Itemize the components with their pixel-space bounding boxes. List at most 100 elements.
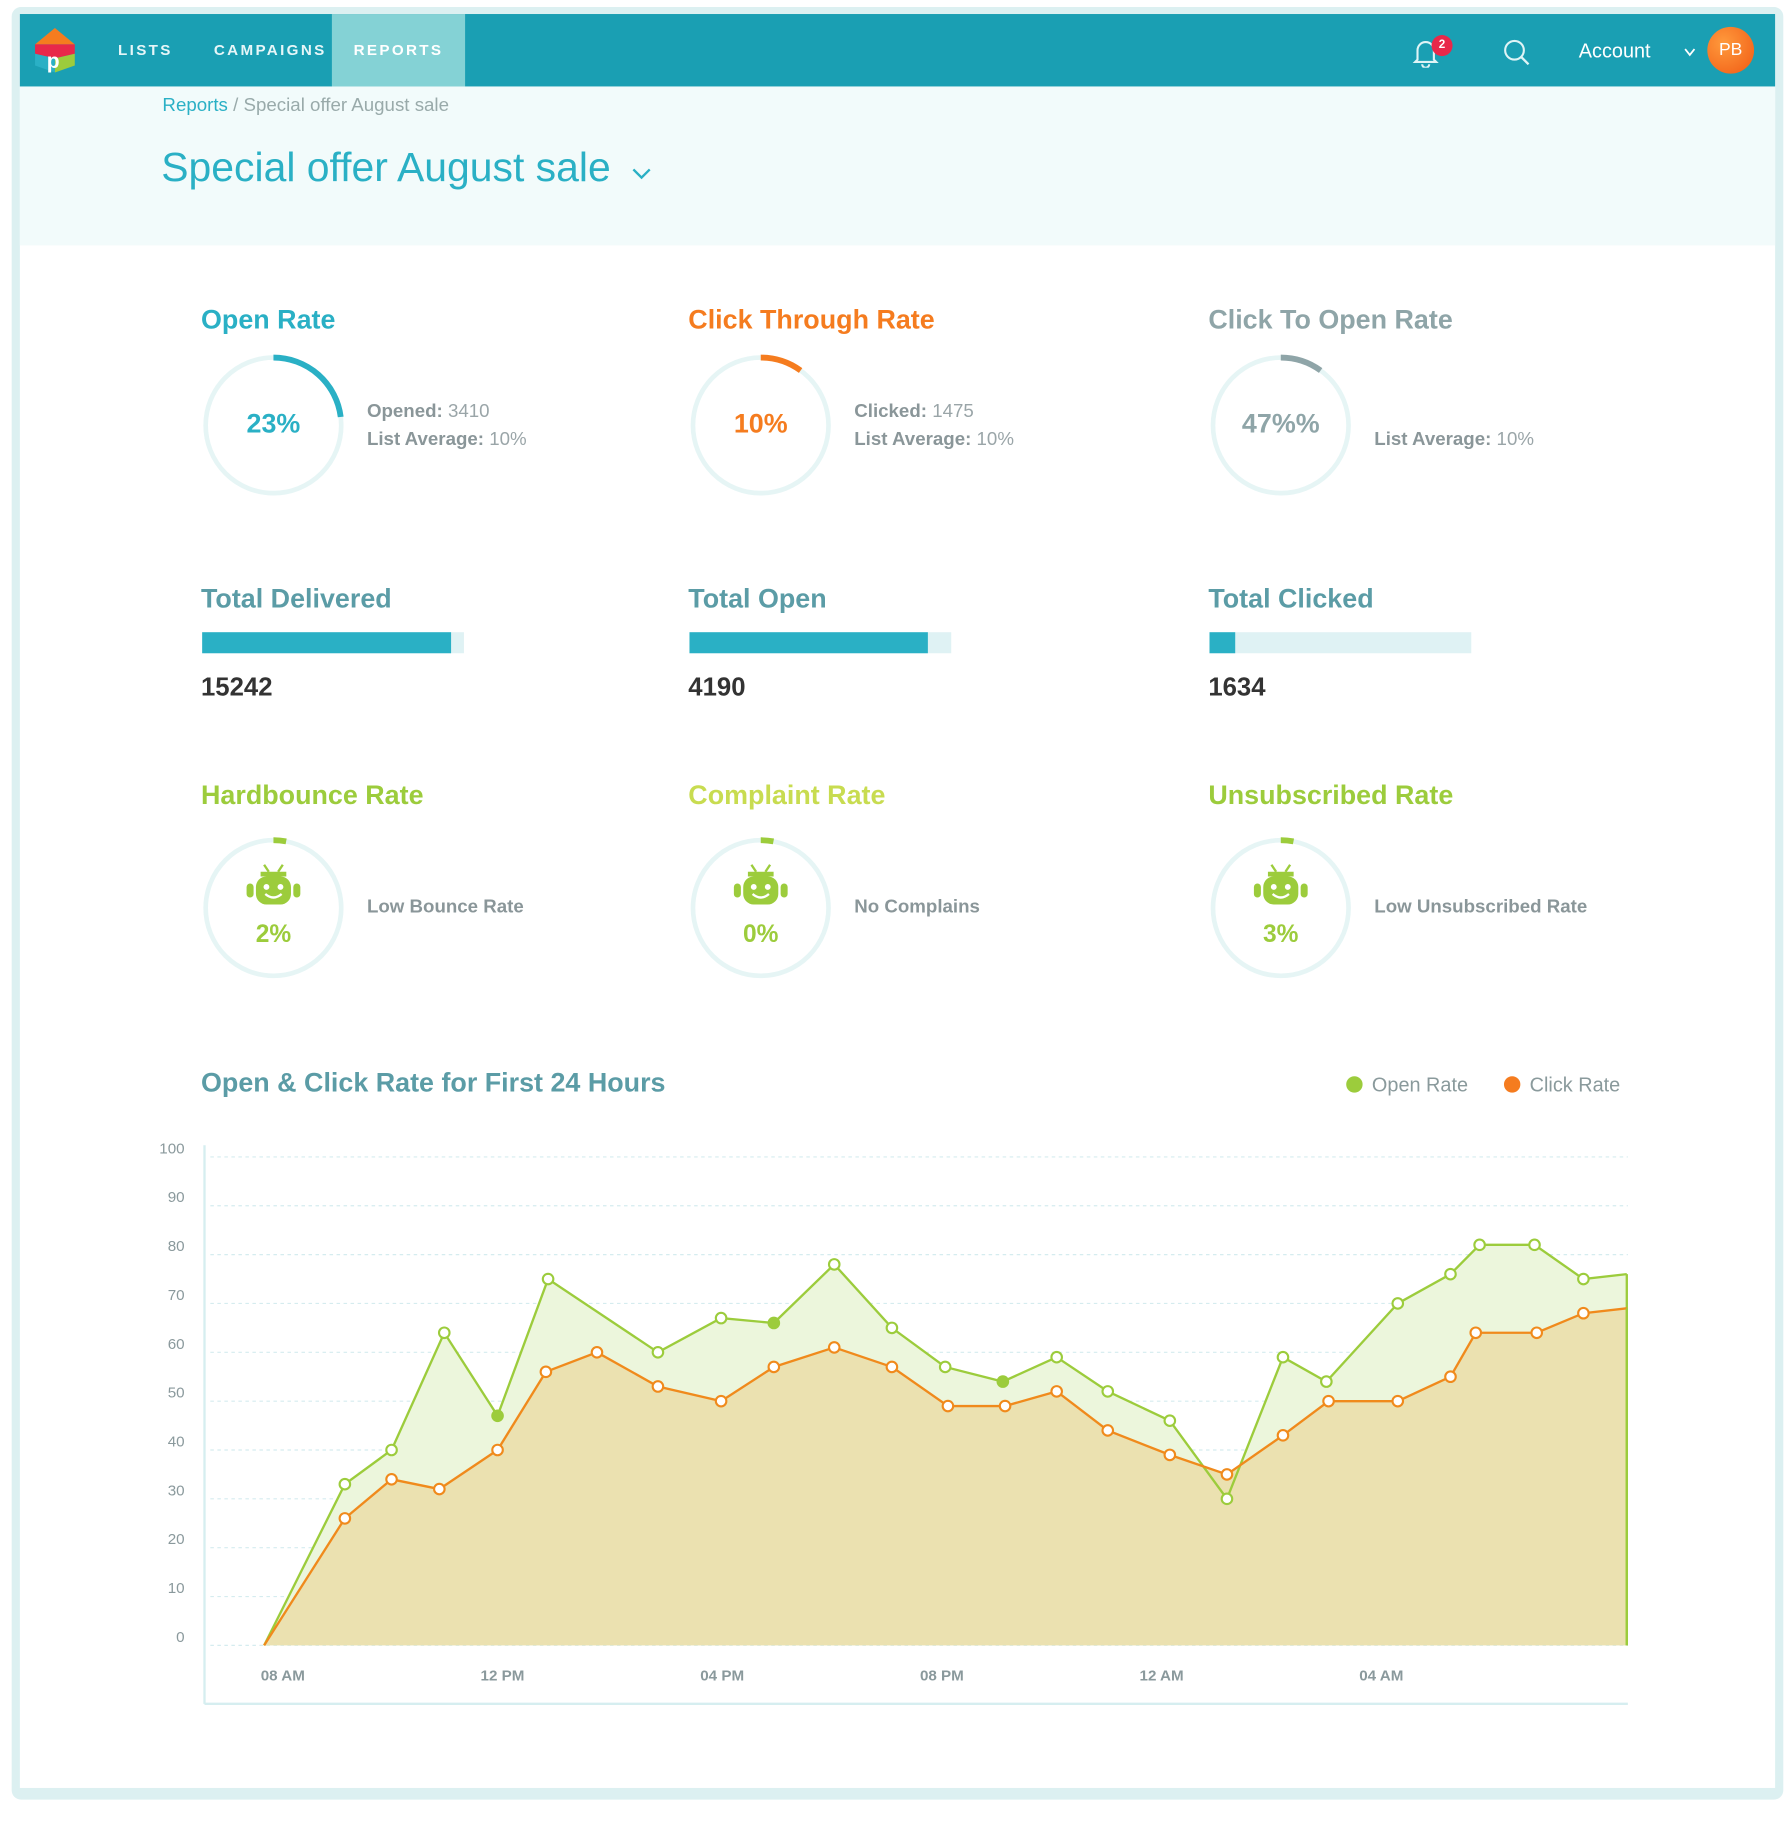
legend-item-click-rate[interactable]: Click Rate [1503, 1074, 1620, 1096]
data-point[interactable] [1276, 1350, 1290, 1364]
rate-title: Click Through Rate [688, 303, 935, 335]
data-point[interactable] [1577, 1306, 1590, 1320]
data-point[interactable] [1528, 1238, 1541, 1252]
detail-label: Clicked: [854, 401, 927, 422]
data-point[interactable] [767, 1360, 781, 1374]
data-point[interactable] [1101, 1385, 1115, 1398]
data-point[interactable] [1391, 1394, 1405, 1408]
nav-reports[interactable]: REPORTS [331, 14, 466, 87]
health-gauge [690, 837, 832, 979]
rate-gauge [202, 354, 345, 497]
open-click-rate-chart: 0 10 20 30 40 50 60 70 80 90 100 08 AM 12 PM 04 PM 08 … [159, 1140, 1628, 1705]
series-area-1 [264, 1308, 1627, 1646]
x-tick-label: 08 AM [261, 1667, 305, 1684]
data-point[interactable] [491, 1443, 504, 1457]
total-title: Total Delivered [200, 583, 392, 614]
data-point[interactable] [1473, 1238, 1486, 1252]
rate-detail-line: Opened: 3410 [367, 398, 527, 426]
breadcrumb-reports-link[interactable]: Reports [162, 95, 228, 116]
data-point[interactable] [338, 1512, 352, 1525]
data-point[interactable] [1101, 1424, 1115, 1437]
campaign-selector[interactable]: Special offer August sale [161, 145, 652, 192]
data-point[interactable] [385, 1472, 398, 1486]
data-point[interactable] [1050, 1350, 1063, 1364]
data-point[interactable] [1220, 1492, 1234, 1506]
data-point[interactable] [651, 1345, 665, 1359]
data-point[interactable] [1320, 1375, 1333, 1388]
health-title: Hardbounce Rate [200, 779, 424, 810]
data-point[interactable] [714, 1311, 728, 1325]
data-point[interactable] [491, 1409, 504, 1423]
avatar[interactable]: PB [1707, 26, 1755, 74]
data-point[interactable] [385, 1443, 398, 1457]
gauge-arc [202, 354, 345, 497]
data-point[interactable] [938, 1360, 952, 1374]
total-title: Total Clicked [1208, 583, 1374, 614]
detail-value: 1475 [932, 401, 974, 422]
health-value: 3% [1263, 920, 1299, 948]
data-point[interactable] [941, 1399, 955, 1413]
rate-details: Clicked: 1475 List Average: 10% [854, 398, 1014, 454]
robot-icon [1249, 862, 1312, 915]
health-gauge [202, 837, 345, 979]
data-point[interactable] [1220, 1468, 1234, 1481]
nav-campaigns[interactable]: CAMPAIGNS [213, 40, 327, 59]
data-point[interactable] [827, 1341, 841, 1354]
x-tick-label: 04 AM [1359, 1667, 1403, 1684]
data-point[interactable] [767, 1316, 781, 1330]
data-point[interactable] [590, 1345, 604, 1359]
detail-label: List Average: [854, 430, 972, 450]
rate-title: Open Rate [200, 303, 336, 335]
detail-label: List Average: [1374, 430, 1492, 450]
x-tick-label: 04 PM [700, 1667, 744, 1684]
y-tick-label: 90 [168, 1189, 185, 1206]
breadcrumb: Reports / Special offer August sale [162, 96, 449, 117]
data-point[interactable] [433, 1482, 446, 1496]
health-value: 2% [255, 920, 292, 948]
data-point[interactable] [1163, 1414, 1177, 1428]
legend-item-open-rate[interactable]: Open Rate [1346, 1074, 1468, 1096]
data-point[interactable] [651, 1380, 665, 1393]
chevron-down-icon[interactable] [1683, 47, 1697, 59]
app-logo-icon[interactable]: p [33, 28, 77, 75]
data-point[interactable] [1391, 1297, 1405, 1310]
data-point[interactable] [338, 1477, 352, 1491]
rate-details: Opened: 3410 List Average: 10% [367, 398, 527, 454]
breadcrumb-current: Special offer August sale [243, 95, 449, 116]
detail-label: Opened: [366, 401, 443, 422]
data-point[interactable] [885, 1360, 899, 1374]
detail-value: 10% [1496, 430, 1534, 450]
data-point[interactable] [1444, 1267, 1457, 1281]
series-line-1 [263, 1307, 1627, 1647]
data-point[interactable] [996, 1375, 1010, 1388]
data-point[interactable] [1322, 1394, 1335, 1408]
y-tick-label: 0 [176, 1629, 184, 1646]
gauge-arc [1210, 837, 1352, 979]
legend-dot-icon [1503, 1076, 1521, 1093]
chart-legend: Open Rate Click Rate [1346, 1074, 1620, 1097]
data-point[interactable] [827, 1258, 841, 1271]
data-point[interactable] [1444, 1370, 1457, 1384]
data-point[interactable] [539, 1365, 553, 1379]
data-point[interactable] [885, 1321, 899, 1335]
data-point[interactable] [437, 1326, 451, 1340]
data-point[interactable] [714, 1394, 728, 1408]
health-note: Low Bounce Rate [366, 897, 524, 918]
data-point[interactable] [1276, 1429, 1290, 1442]
data-point[interactable] [1530, 1326, 1544, 1340]
data-point[interactable] [998, 1399, 1012, 1413]
data-point[interactable] [541, 1272, 555, 1286]
health-note: Low Unsubscribed Rate [1374, 897, 1588, 918]
nav-lists[interactable]: LISTS [118, 40, 173, 59]
data-point[interactable] [1577, 1272, 1590, 1286]
gauge-arc [1210, 354, 1352, 497]
total-progress-bar [202, 632, 464, 654]
data-point[interactable] [1050, 1385, 1063, 1398]
search-icon[interactable] [1503, 39, 1531, 67]
account-menu[interactable]: Account [1578, 39, 1651, 62]
rate-detail-line: List Average: 10% [367, 427, 527, 455]
bell-icon[interactable] [1412, 37, 1440, 68]
data-point[interactable] [1163, 1448, 1177, 1462]
rate-detail-line: Clicked: 1475 [854, 398, 1014, 426]
data-point[interactable] [1469, 1326, 1483, 1340]
